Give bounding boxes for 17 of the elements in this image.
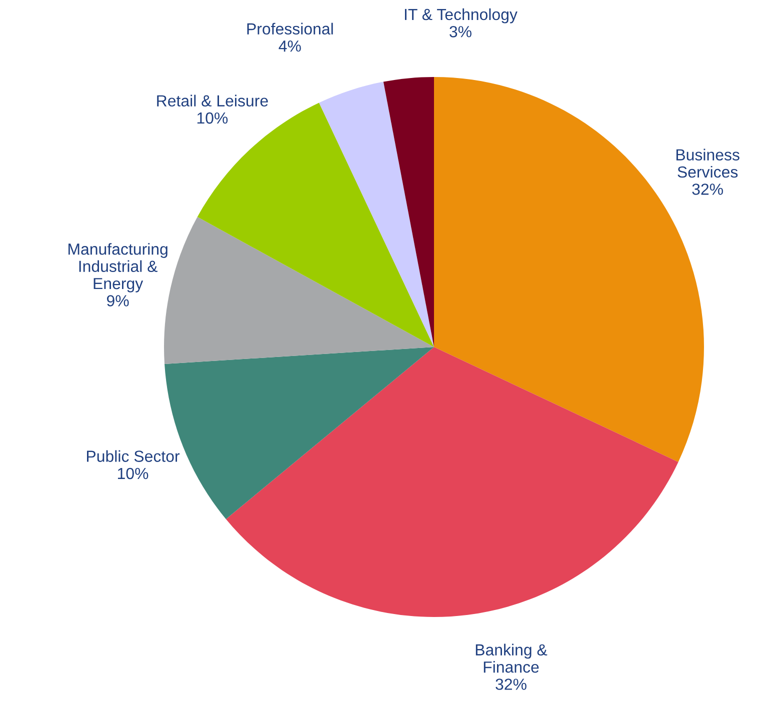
pie-slice xyxy=(226,347,678,617)
data-label: 4% xyxy=(278,40,301,52)
slice-label: IT & Technology xyxy=(404,8,518,24)
pie-slice xyxy=(319,82,434,347)
pie-slice xyxy=(383,77,434,347)
data-label: 32% xyxy=(496,678,526,690)
data-label: 3% xyxy=(450,26,472,38)
slice-label: Banking & Finance xyxy=(476,644,548,673)
slice-label: Public Sector xyxy=(87,450,180,462)
data-label: 10% xyxy=(197,112,228,124)
slice-label: Professional xyxy=(247,22,333,35)
slice-label: Business Services xyxy=(676,148,740,178)
slice-label: Retail & Leisure xyxy=(157,94,268,106)
data-label: 32% xyxy=(692,184,723,195)
data-label: 9% xyxy=(107,295,129,306)
data-label: 10% xyxy=(118,468,148,480)
slice-label: Manufacturing Industrial & Energy xyxy=(68,243,168,292)
